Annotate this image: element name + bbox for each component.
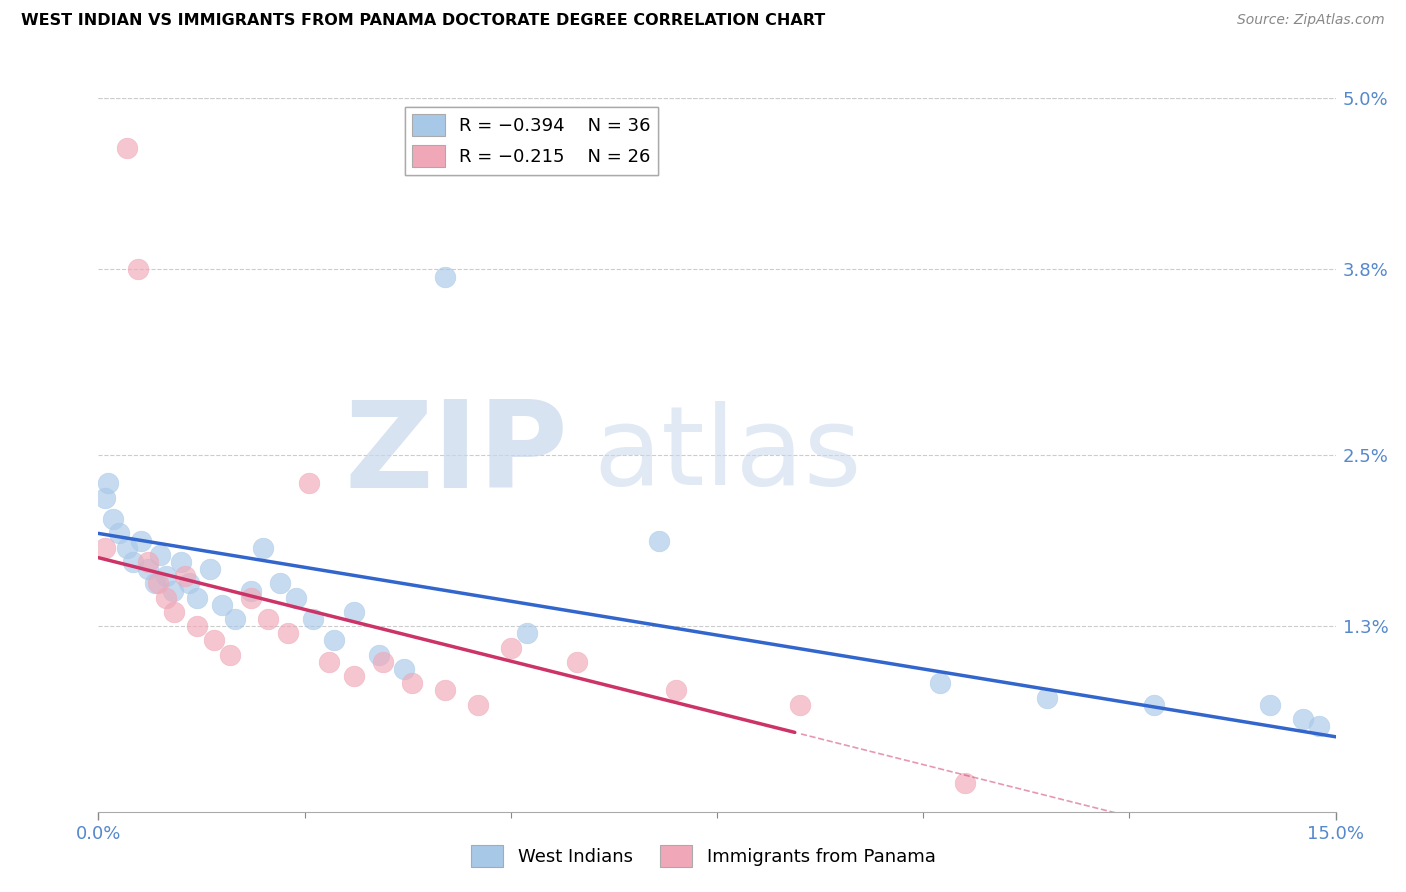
Point bbox=[277, 626, 299, 640]
Point bbox=[1143, 698, 1166, 712]
Point bbox=[298, 476, 321, 491]
Point bbox=[198, 562, 221, 576]
Point bbox=[392, 662, 415, 676]
Point bbox=[285, 591, 308, 605]
Point bbox=[117, 141, 139, 155]
Point bbox=[1292, 712, 1315, 726]
Point bbox=[94, 491, 117, 505]
Point bbox=[162, 583, 184, 598]
Point bbox=[170, 555, 193, 569]
Point bbox=[219, 648, 242, 662]
Text: atlas: atlas bbox=[593, 401, 862, 508]
Text: Source: ZipAtlas.com: Source: ZipAtlas.com bbox=[1237, 13, 1385, 28]
Point bbox=[928, 676, 950, 690]
Point bbox=[202, 633, 225, 648]
Point bbox=[1036, 690, 1059, 705]
Point bbox=[143, 576, 166, 591]
Point bbox=[136, 562, 159, 576]
Point bbox=[211, 598, 233, 612]
Point bbox=[131, 533, 153, 548]
Point bbox=[648, 533, 671, 548]
Point bbox=[94, 541, 117, 555]
Point bbox=[789, 698, 811, 712]
Point bbox=[1308, 719, 1330, 733]
Point bbox=[186, 591, 208, 605]
Point bbox=[343, 669, 366, 683]
Point bbox=[322, 633, 344, 648]
Point bbox=[240, 583, 263, 598]
Point bbox=[163, 605, 186, 619]
Text: ZIP: ZIP bbox=[344, 396, 568, 514]
Point bbox=[318, 655, 340, 669]
Point bbox=[127, 262, 149, 277]
Point bbox=[516, 626, 538, 640]
Point bbox=[103, 512, 125, 526]
Point bbox=[433, 683, 456, 698]
Point bbox=[1258, 698, 1281, 712]
Point bbox=[252, 541, 274, 555]
Point bbox=[302, 612, 325, 626]
Point bbox=[499, 640, 522, 655]
Point bbox=[179, 576, 201, 591]
Point bbox=[240, 591, 263, 605]
Point bbox=[108, 526, 131, 541]
Point bbox=[224, 612, 246, 626]
Point bbox=[665, 683, 688, 698]
Point bbox=[186, 619, 208, 633]
Point bbox=[269, 576, 291, 591]
Legend: West Indians, Immigrants from Panama: West Indians, Immigrants from Panama bbox=[464, 838, 942, 874]
Legend: R = −0.394    N = 36, R = −0.215    N = 26: R = −0.394 N = 36, R = −0.215 N = 26 bbox=[405, 107, 658, 175]
Point bbox=[174, 569, 197, 583]
Point bbox=[401, 676, 423, 690]
Point bbox=[371, 655, 394, 669]
Point bbox=[565, 655, 588, 669]
Point bbox=[953, 776, 976, 790]
Point bbox=[343, 605, 366, 619]
Point bbox=[146, 576, 169, 591]
Point bbox=[467, 698, 489, 712]
Point bbox=[136, 555, 159, 569]
Text: WEST INDIAN VS IMMIGRANTS FROM PANAMA DOCTORATE DEGREE CORRELATION CHART: WEST INDIAN VS IMMIGRANTS FROM PANAMA DO… bbox=[21, 13, 825, 29]
Point bbox=[149, 548, 172, 562]
Point bbox=[155, 569, 177, 583]
Point bbox=[122, 555, 145, 569]
Point bbox=[433, 269, 456, 284]
Point bbox=[97, 476, 120, 491]
Point bbox=[367, 648, 389, 662]
Point bbox=[117, 541, 139, 555]
Point bbox=[256, 612, 278, 626]
Point bbox=[155, 591, 177, 605]
